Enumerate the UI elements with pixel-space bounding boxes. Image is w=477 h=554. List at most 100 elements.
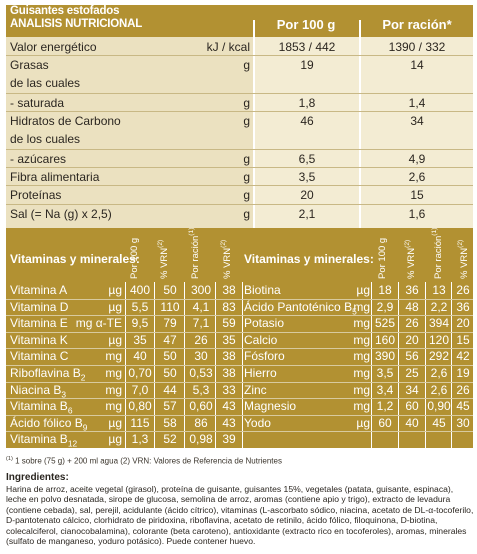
column-ration-header: Por ración* xyxy=(382,17,452,32)
vitamin-value-vrn2: 39 xyxy=(222,432,236,447)
vitamin-row: Potasio mg 525 26 394 20 xyxy=(6,315,473,331)
vitamin-row: Vitamina A µg 400 50 300 38 xyxy=(6,282,473,298)
nutrient-ration: 4,9 xyxy=(408,152,426,166)
vitamin-value-per100: 2,9 xyxy=(376,299,394,314)
vitamin-unit: mg xyxy=(353,332,370,347)
vitamin-value-vrn1: 58 xyxy=(163,415,177,430)
vitamin-column-header-sup: (2) xyxy=(457,239,464,248)
vitamin-column-header: Por ración(1) xyxy=(188,228,201,279)
vitamin-name: Calcio xyxy=(244,332,278,347)
vitamin-value-vrn1: 40 xyxy=(405,415,419,430)
vitamin-value-vrn2: 30 xyxy=(456,415,470,430)
vitamin-column-header: % VRN(2) xyxy=(220,229,233,279)
vitamin-value-ration: 86 xyxy=(194,415,208,430)
vitamins-header: Vitaminas y minerales: Vitaminas y miner… xyxy=(6,228,473,282)
vitamin-value-vrn1: 50 xyxy=(163,283,177,297)
vitamin-value-ration: 2,6 xyxy=(430,382,448,397)
row-gridline xyxy=(6,331,473,333)
vitamin-value-per100: 390 xyxy=(374,349,396,364)
header-divider xyxy=(253,20,255,37)
vitamin-row: Vitamina E mg α-TE 9,5 79 7,1 59 xyxy=(6,315,473,331)
footnote: (1) 1 sobre (75 g) + 200 ml agua (2) VRN… xyxy=(6,456,282,466)
nutrient-label: Fibra alimentaria xyxy=(10,170,100,184)
vitamin-value-ration: 0,98 xyxy=(189,432,213,447)
row-divider xyxy=(6,111,473,112)
vitamin-column-header: % VRN(2) xyxy=(157,229,170,279)
ingredients-title: Ingredientes: xyxy=(6,472,69,483)
vitamin-row: Yodo µg 60 40 45 30 xyxy=(6,415,473,431)
nutrient-unit: g xyxy=(243,188,250,202)
product-title: Guisantes estofados xyxy=(10,5,120,17)
vitamin-name: Ácido fólico B9 xyxy=(10,415,88,433)
vitamin-row: Vitamina B12 µg 1,3 52 0,98 39 xyxy=(6,431,473,448)
header-divider xyxy=(359,20,361,37)
vitamin-value-ration: 13 xyxy=(432,283,446,297)
vitamin-unit: mg α-TE xyxy=(75,316,122,331)
vitamin-value-vrn2: 26 xyxy=(456,283,470,297)
vitamin-column-header: Por 100 g xyxy=(377,229,389,279)
vitamin-name: Vitamina B12 xyxy=(10,432,78,449)
vitamin-row: Vitamina D µg 5,5 110 4,1 83 xyxy=(6,299,473,315)
nutrient-ration: 2,6 xyxy=(408,170,426,184)
vitamin-column-header: Por ración(1) xyxy=(431,227,444,279)
nutrient-per100: 46 xyxy=(300,114,314,128)
vitamin-name: Potasio xyxy=(244,316,285,331)
vitamin-value-vrn1: 110 xyxy=(160,299,180,314)
nutrient-per100: 6,5 xyxy=(298,152,316,166)
nutrient-label: de los cuales xyxy=(10,132,81,146)
vitamin-value-vrn1: 26 xyxy=(405,316,419,331)
vitamin-column-header-sup: (1) xyxy=(431,227,438,236)
row-divider xyxy=(6,93,473,94)
nutrient-unit: g xyxy=(243,96,250,110)
vitamin-unit: mg xyxy=(353,349,370,364)
vitamin-value-vrn1: 47 xyxy=(163,332,177,347)
vitamin-value-per100: 1,2 xyxy=(376,399,394,414)
vitamins-label-right: Vitaminas y minerales: xyxy=(244,252,374,266)
vitamin-value-ration: 45 xyxy=(432,415,446,430)
vitamin-value-vrn1: 48 xyxy=(405,299,419,314)
row-gridline xyxy=(6,414,473,416)
row-gridline xyxy=(6,381,473,383)
nutrition-row: Hidratos de Carbono g 46 34 xyxy=(6,113,473,130)
vitamin-row: Fósforo mg 390 56 292 42 xyxy=(6,348,473,364)
vitamin-column-header-sup: (2) xyxy=(404,239,411,248)
vitamin-name: Yodo xyxy=(244,415,271,430)
vitamin-unit: µg xyxy=(108,299,122,314)
vitamin-value-vrn1: 60 xyxy=(405,399,419,414)
nutrition-table: Valor energético kJ / kcal 1853 / 442 1390 … xyxy=(6,37,473,228)
vitamin-name: Vitamina A xyxy=(10,283,68,297)
vitamin-column-header: % VRN(2) xyxy=(404,229,418,279)
vitamin-value-per100: 5,5 xyxy=(131,299,149,314)
row-divider xyxy=(6,167,473,168)
nutrient-label: - saturada xyxy=(10,96,65,110)
vitamin-name: Hierro xyxy=(244,366,277,380)
vitamin-value-per100: 0,70 xyxy=(128,366,152,380)
vitamin-value-ration: 292 xyxy=(428,349,450,364)
row-gridline xyxy=(6,431,473,433)
nutrient-ration: 15 xyxy=(410,188,424,202)
nutrient-unit: g xyxy=(243,114,250,128)
nutrient-per100: 1853 / 442 xyxy=(278,40,336,54)
vitamin-value-ration: 26 xyxy=(194,332,208,347)
ingredients-text: Harina de arroz, aceite vegetal (girasol… xyxy=(6,484,474,547)
vitamin-value-ration: 7,1 xyxy=(192,316,210,331)
nutrient-unit: g xyxy=(243,170,250,184)
nutrition-row: Sal (= Na (g) x 2,5) g 2,1 1,6 xyxy=(6,206,473,223)
vitamin-value-vrn2: 38 xyxy=(222,349,236,364)
vitamin-value-per100: 35 xyxy=(133,332,147,347)
vitamin-column-header-text: % VRN xyxy=(406,247,418,279)
nutrition-row: Grasas g 19 14 xyxy=(6,57,473,74)
vitamin-value-per100: 3,5 xyxy=(376,366,394,380)
vitamin-name: Vitamina D xyxy=(10,299,69,314)
vitamin-unit: mg xyxy=(105,382,122,397)
nutrition-row: Valor energético kJ / kcal 1853 / 442 1390 … xyxy=(6,39,473,56)
vitamin-value-per100: 7,0 xyxy=(131,382,149,397)
nutrient-ration: 1,6 xyxy=(408,207,426,221)
nutrient-unit: g xyxy=(243,58,250,72)
vitamin-name: Zinc xyxy=(244,382,267,397)
nutrient-unit: kJ / kcal xyxy=(206,40,250,54)
vitamin-value-vrn1: 56 xyxy=(405,349,419,364)
vitamin-value-vrn2: 26 xyxy=(456,382,470,397)
nutrition-per100-column xyxy=(255,37,359,228)
vitamin-unit: µg xyxy=(108,332,122,347)
